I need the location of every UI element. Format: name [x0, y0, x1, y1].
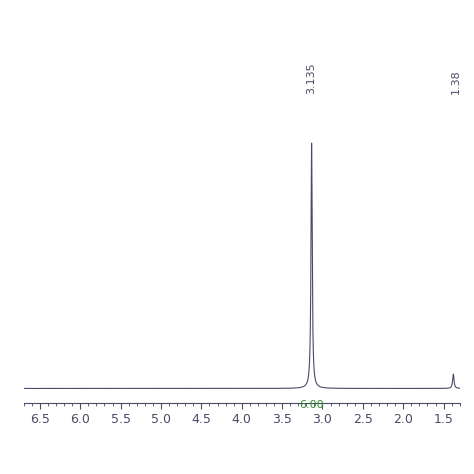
Text: 1.38: 1.38	[451, 69, 461, 94]
Text: 6.00: 6.00	[299, 400, 324, 410]
Text: 3.135: 3.135	[307, 63, 317, 94]
